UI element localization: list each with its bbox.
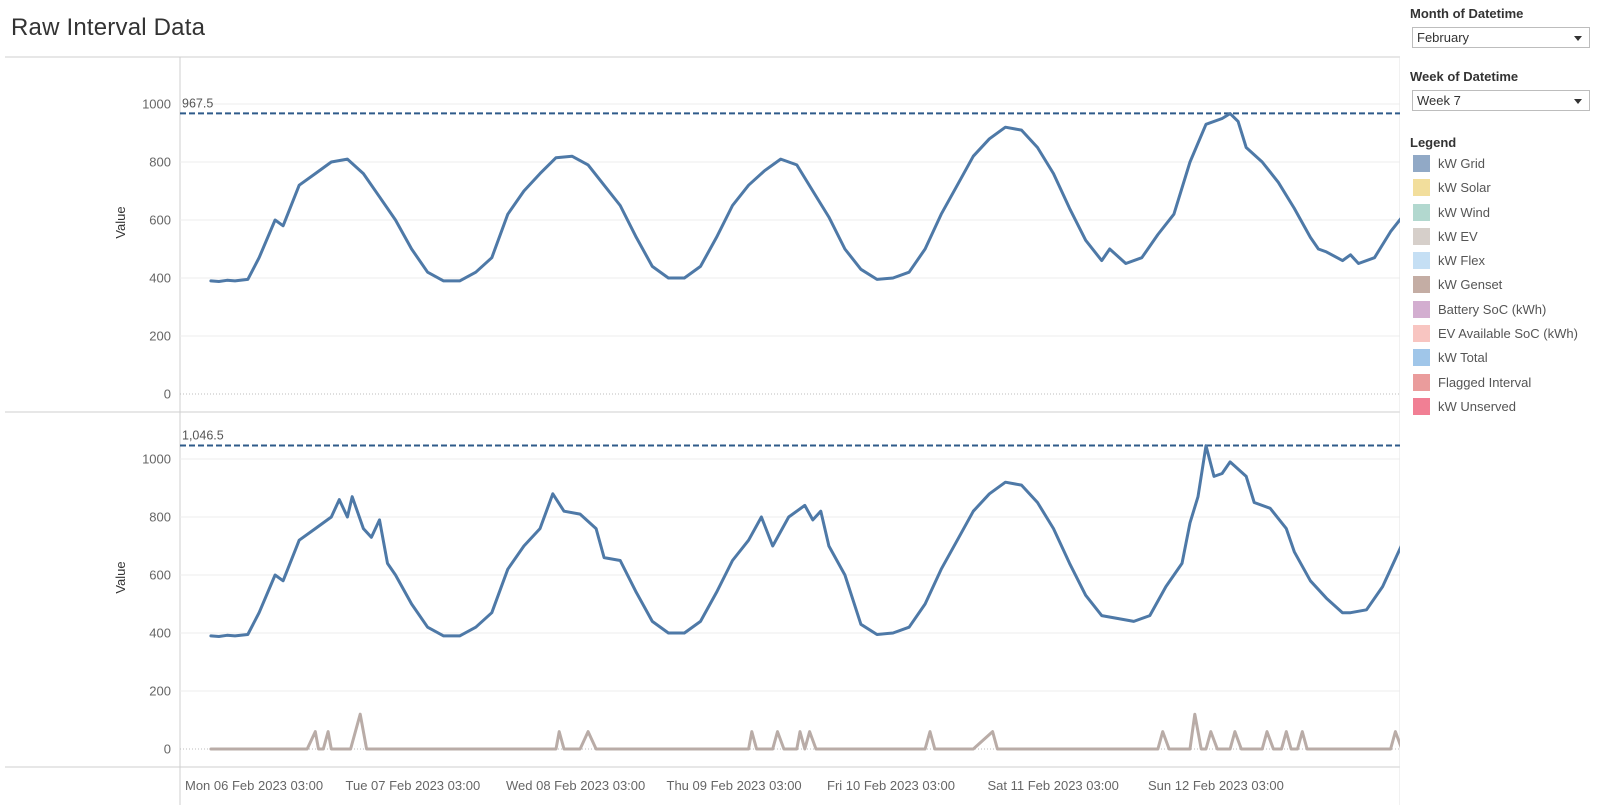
legend-swatch	[1413, 325, 1430, 343]
x-tick-label: Thu 09 Feb 2023 03:00	[667, 778, 802, 793]
series-line[interactable]	[209, 708, 1400, 751]
x-tick-label: Tue 07 Feb 2023 03:00	[346, 778, 481, 793]
series-line[interactable]	[209, 112, 1400, 290]
month-filter-select[interactable]: February	[1412, 27, 1590, 48]
legend-label: kW EV	[1438, 228, 1478, 244]
y-tick-label: 600	[149, 213, 171, 228]
legend-title: Legend	[1410, 135, 1457, 150]
x-tick-label: Fri 10 Feb 2023 03:00	[827, 778, 955, 793]
y-tick-label: 200	[149, 684, 171, 699]
legend-swatch	[1413, 373, 1430, 391]
x-tick-label: Sun 12 Feb 2023 03:00	[1148, 778, 1284, 793]
chevron-down-icon	[1574, 99, 1582, 104]
chart-panel-1: 0 200 400 600 800 1000 Value 967.5	[113, 96, 1400, 402]
y-tick-label: 0	[164, 742, 171, 757]
y-tick-label: 1000	[142, 97, 171, 112]
series-line[interactable]	[209, 444, 1400, 642]
week-filter-value: Week 7	[1417, 93, 1461, 108]
chevron-down-icon	[1574, 36, 1582, 41]
legend-label: kW Unserved	[1438, 398, 1517, 414]
x-axis: Mon 06 Feb 2023 03:00 Tue 07 Feb 2023 03:…	[185, 778, 1284, 793]
legend-label: kW Flex	[1438, 253, 1485, 269]
x-tick-label: Wed 08 Feb 2023 03:00	[506, 778, 645, 793]
legend-swatch	[1413, 276, 1430, 294]
y-tick-label: 800	[149, 155, 171, 170]
legend-swatch	[1413, 179, 1430, 197]
x-tick-label: Sat 11 Feb 2023 03:00	[988, 778, 1119, 793]
x-tick-label: Mon 06 Feb 2023 03:00	[185, 778, 323, 793]
y-tick-label: 600	[149, 568, 171, 583]
legend-swatch	[1413, 203, 1430, 221]
y-tick-label: 1000	[142, 452, 171, 467]
legend-swatch	[1413, 252, 1430, 270]
legend-label: kW Solar	[1438, 180, 1491, 196]
legend-swatch	[1413, 300, 1430, 318]
legend-label: kW Wind	[1438, 204, 1490, 220]
page-title: Raw Interval Data	[11, 14, 206, 41]
y-axis-label: Value	[113, 561, 128, 593]
legend-label: kW Grid	[1438, 156, 1485, 171]
y-axis-label: Value	[113, 206, 128, 238]
reference-line-label: 967.5	[182, 96, 213, 110]
month-filter-label: Month of Datetime	[1410, 6, 1524, 21]
y-tick-label: 400	[149, 626, 171, 641]
legend-label: kW Total	[1438, 350, 1488, 366]
y-tick-label: 400	[149, 271, 171, 286]
legend-label: kW Genset	[1438, 277, 1503, 293]
legend-label: EV Available SoC (kWh)	[1438, 326, 1578, 342]
month-filter-value: February	[1417, 30, 1470, 45]
legend-swatch	[1413, 227, 1430, 245]
legend-swatch	[1413, 349, 1430, 367]
legend-label: Flagged Interval	[1438, 374, 1532, 390]
y-tick-label: 800	[149, 510, 171, 525]
legend-swatch	[1413, 155, 1430, 172]
reference-line-label: 1,046.5	[182, 429, 224, 443]
y-tick-label: 200	[149, 329, 171, 344]
legend-swatch	[1413, 397, 1430, 415]
week-filter-select[interactable]: Week 7	[1412, 90, 1590, 111]
chart-area[interactable]: 0 200 400 600 800 1000 Value 967.5 0 200 400 600 800…	[0, 0, 1400, 809]
legend-label: Battery SoC (kWh)	[1438, 301, 1547, 317]
y-tick-label: 0	[164, 387, 171, 402]
week-filter-label: Week of Datetime	[1410, 69, 1519, 84]
chart-panel-2: 0 200 400 600 800 1000 Value 1,046.5	[113, 429, 1400, 757]
